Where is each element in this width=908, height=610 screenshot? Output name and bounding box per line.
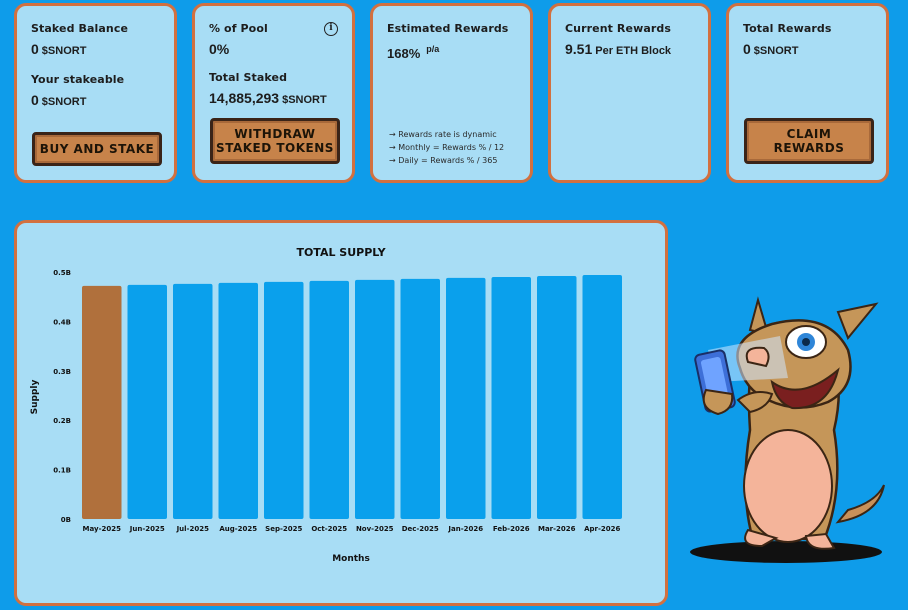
bar[interactable]	[446, 277, 486, 519]
bar[interactable]	[400, 278, 441, 519]
total-supply-chart-card: TOTAL SUPPLY Supply Months 0B 0.1B 0.2B 0.3…	[14, 220, 668, 606]
bar[interactable]	[355, 279, 395, 519]
x-tick-label: May-2025	[83, 525, 122, 533]
x-tick-label: Mar-2026	[538, 525, 576, 533]
withdraw-label-line2: STAKED TOKENS	[216, 141, 334, 155]
pool-share-value: 0%	[209, 41, 230, 57]
current-rewards-card: Current Rewards 9.51 Per ETH Block	[548, 3, 711, 183]
y-axis-label: Supply	[30, 380, 40, 415]
y-tick-label: 0.1B	[53, 467, 71, 475]
staked-balance-unit: $SNORT	[41, 45, 87, 57]
total-staked-label: Total Staked	[209, 71, 288, 84]
bar[interactable]	[264, 281, 304, 519]
y-axis-ticks: 0B 0.1B 0.2B 0.3B 0.4B 0.5B	[53, 269, 71, 524]
total-rewards-value: 0 $SNORT	[743, 41, 872, 59]
total-supply-chart: TOTAL SUPPLY Supply Months 0B 0.1B 0.2B 0.3…	[30, 246, 623, 564]
stakeable-label: Your stakeable	[31, 73, 125, 86]
x-axis-ticks: May-2025 Jun-2025 Jul-2025 Aug-2025 Sep-2025…	[83, 525, 621, 533]
rewards-note: → Daily = Rewards % / 365	[389, 156, 498, 165]
claim-label-line2: REWARDS	[773, 141, 845, 155]
stakeable-value: 0 $SNORT	[31, 92, 160, 110]
total-rewards-label: Total Rewards	[743, 22, 832, 35]
x-tick-label: Jul-2025	[176, 525, 210, 533]
claim-label-line1: CLAIM	[786, 127, 832, 141]
y-tick-label: 0.4B	[53, 318, 71, 326]
total-staked-value: 14,885,293 $SNORT	[209, 90, 338, 108]
current-rewards-unit: Per ETH Block	[595, 45, 672, 57]
estimated-rewards-card: Estimated Rewards 168% p/a → Rewards rate…	[370, 3, 533, 183]
y-tick-label: 0.2B	[53, 417, 71, 425]
x-tick-label: Oct-2025	[311, 525, 347, 533]
withdraw-staked-tokens-button[interactable]: WITHDRAW STAKED TOKENS	[210, 118, 340, 164]
total-staked-amount: 14,885,293	[209, 90, 280, 106]
x-tick-label: Nov-2025	[356, 525, 394, 533]
pool-share-card: i % of Pool 0% Total Staked 14,885,293 $S…	[192, 3, 355, 183]
x-tick-label: Sep-2025	[265, 525, 302, 533]
chart-title: TOTAL SUPPLY	[296, 246, 386, 259]
bars	[82, 274, 623, 519]
y-tick-label: 0.5B	[53, 269, 71, 277]
stakeable-unit: $SNORT	[41, 96, 87, 108]
bar[interactable]	[537, 275, 577, 519]
total-rewards-unit: $SNORT	[753, 45, 799, 57]
withdraw-label-line1: WITHDRAW	[234, 127, 316, 141]
staked-balance-label: Staked Balance	[31, 22, 128, 35]
bar[interactable]	[127, 284, 168, 519]
rewards-note: → Rewards rate is dynamic	[389, 130, 497, 139]
x-tick-label: Jan-2026	[447, 525, 483, 533]
x-tick-label: Aug-2025	[219, 525, 257, 533]
total-rewards-amount: 0	[743, 41, 751, 57]
x-tick-label: Jun-2025	[129, 525, 165, 533]
estimated-rewards-value: 168% p/a	[387, 41, 516, 62]
rewards-notes: → Rewards rate is dynamic → Monthly = Re…	[389, 128, 504, 167]
rewards-note: → Monthly = Rewards % / 12	[389, 143, 505, 152]
bar[interactable]	[309, 280, 350, 519]
estimated-rewards-label: Estimated Rewards	[387, 22, 509, 35]
x-axis-label: Months	[332, 554, 370, 564]
current-rewards-label: Current Rewards	[565, 22, 671, 35]
bar[interactable]	[491, 276, 532, 519]
bar[interactable]	[582, 274, 623, 519]
total-staked-unit: $SNORT	[282, 94, 327, 106]
y-tick-label: 0B	[61, 516, 71, 524]
estimated-rewards-rate: 168%	[387, 46, 421, 61]
x-tick-label: Feb-2026	[493, 525, 530, 533]
bar[interactable]	[173, 283, 213, 519]
stakeable-amount: 0	[31, 92, 39, 108]
x-tick-label: Apr-2026	[584, 525, 620, 533]
claim-rewards-button[interactable]: CLAIM REWARDS	[744, 118, 874, 164]
pool-share-label: % of Pool	[209, 22, 268, 35]
current-rewards-amount: 9.51	[565, 41, 593, 57]
staked-balance-value: 0 $SNORT	[31, 41, 160, 59]
estimated-rewards-suffix: p/a	[426, 44, 440, 54]
buy-and-stake-button[interactable]: BUY AND STAKE	[32, 132, 162, 166]
armadillo-mascot-illustration	[690, 296, 885, 563]
staked-balance-card: Staked Balance 0 $SNORT Your stakeable 0 $…	[14, 3, 177, 183]
staked-balance-amount: 0	[31, 41, 39, 57]
info-icon[interactable]: i	[324, 22, 338, 36]
total-rewards-card: Total Rewards 0 $SNORT CLAIM REWARDS	[726, 3, 889, 183]
bar[interactable]	[218, 282, 259, 519]
y-tick-label: 0.3B	[53, 368, 71, 376]
bar[interactable]	[82, 285, 122, 519]
current-rewards-value: 9.51 Per ETH Block	[565, 41, 694, 59]
x-tick-label: Dec-2025	[402, 525, 439, 533]
